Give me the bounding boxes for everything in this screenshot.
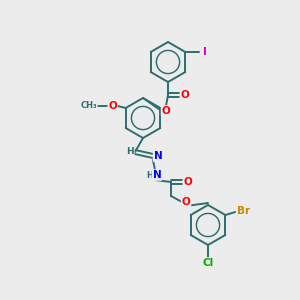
Text: N: N: [154, 151, 162, 161]
Text: Br: Br: [237, 206, 250, 216]
Text: O: O: [182, 197, 190, 207]
Text: CH₃: CH₃: [80, 101, 97, 110]
Text: Cl: Cl: [202, 258, 214, 268]
Text: H: H: [147, 170, 153, 179]
Text: H: H: [126, 146, 134, 155]
Text: I: I: [203, 47, 207, 57]
Text: N: N: [153, 170, 161, 180]
Text: O: O: [181, 90, 189, 100]
Text: O: O: [162, 106, 170, 116]
Text: O: O: [108, 101, 117, 111]
Text: O: O: [184, 177, 192, 187]
